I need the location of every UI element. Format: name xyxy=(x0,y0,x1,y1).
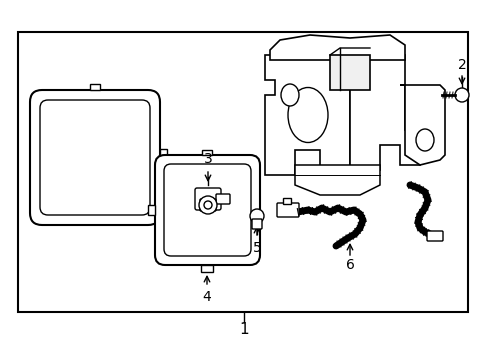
Polygon shape xyxy=(269,35,404,60)
Text: 2: 2 xyxy=(457,58,466,72)
Bar xyxy=(283,198,290,204)
Polygon shape xyxy=(294,165,379,195)
Text: 6: 6 xyxy=(345,258,354,272)
Bar xyxy=(160,149,167,163)
Bar xyxy=(90,84,100,90)
Ellipse shape xyxy=(287,87,327,143)
Text: 4: 4 xyxy=(202,290,211,304)
Circle shape xyxy=(203,201,212,209)
FancyBboxPatch shape xyxy=(276,203,298,217)
Polygon shape xyxy=(399,85,444,165)
Text: 3: 3 xyxy=(203,152,212,166)
Polygon shape xyxy=(264,55,349,175)
Text: 1: 1 xyxy=(239,323,248,338)
Ellipse shape xyxy=(281,84,298,106)
FancyBboxPatch shape xyxy=(195,188,221,210)
FancyBboxPatch shape xyxy=(40,100,150,215)
FancyBboxPatch shape xyxy=(30,90,160,225)
Polygon shape xyxy=(329,55,369,90)
FancyBboxPatch shape xyxy=(251,219,262,229)
FancyBboxPatch shape xyxy=(216,194,229,204)
Bar xyxy=(201,265,213,272)
Bar xyxy=(148,205,155,215)
Text: 5: 5 xyxy=(252,241,261,255)
Circle shape xyxy=(249,209,264,223)
Bar xyxy=(18,32,467,312)
FancyBboxPatch shape xyxy=(200,199,216,211)
Polygon shape xyxy=(349,55,419,170)
Circle shape xyxy=(454,88,468,102)
Bar xyxy=(202,150,212,155)
Circle shape xyxy=(199,196,217,214)
FancyBboxPatch shape xyxy=(426,231,442,241)
FancyBboxPatch shape xyxy=(155,155,260,265)
FancyBboxPatch shape xyxy=(163,164,250,256)
Ellipse shape xyxy=(415,129,433,151)
